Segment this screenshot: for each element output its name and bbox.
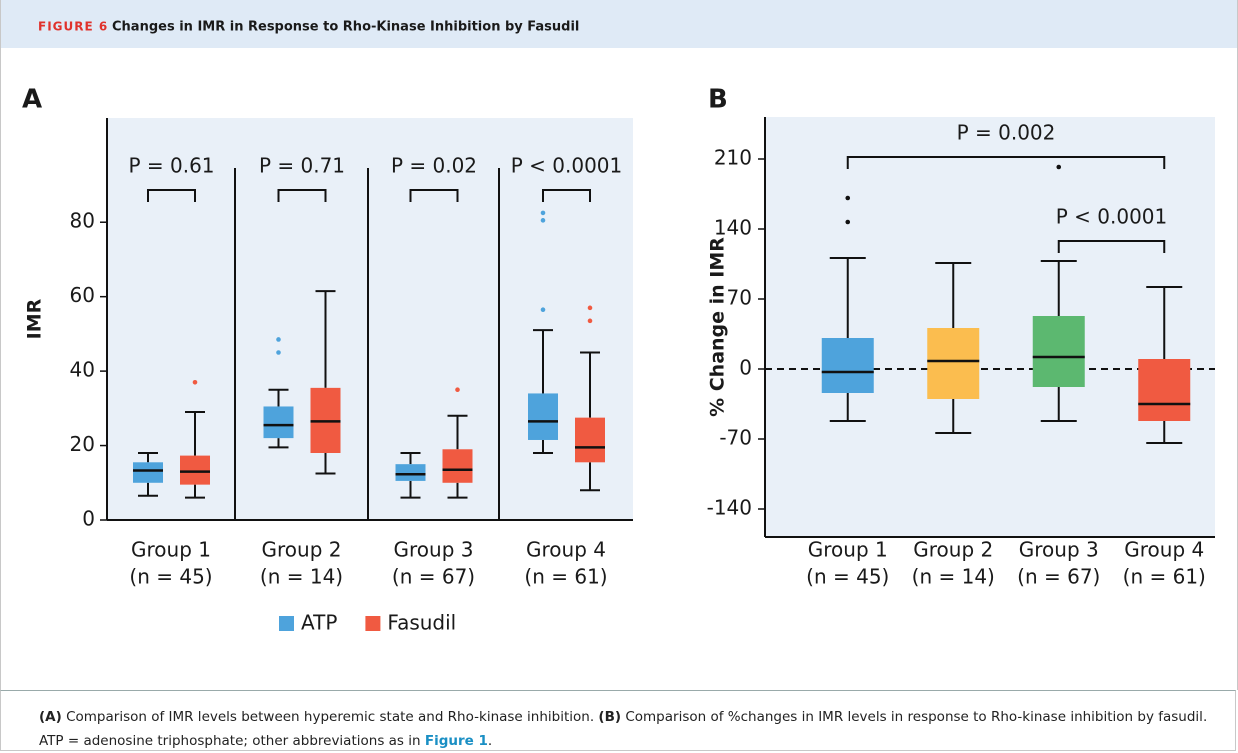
p-value: P = 0.002 [957, 121, 1056, 145]
box [263, 406, 294, 439]
caption-label: (A) [39, 709, 62, 725]
legend-swatch [365, 616, 381, 631]
figure-label: FIGURE 6 [38, 20, 108, 34]
box [927, 328, 980, 399]
x-tick-label: Group 2 [913, 538, 993, 562]
box [442, 449, 473, 483]
x-tick-label: Group 4 [526, 538, 606, 562]
outlier [540, 210, 546, 216]
panel-label: B [708, 85, 728, 115]
y-tick-label: 40 [70, 358, 95, 382]
x-tick-label: (n = 45) [129, 565, 212, 589]
bracket [277, 189, 327, 202]
bracket [409, 189, 459, 202]
x-tick-label: (n = 67) [392, 565, 475, 589]
outlier [455, 387, 460, 393]
bracket [542, 189, 591, 202]
y-tick-label: 140 [714, 216, 752, 240]
y-tick-label: 0 [739, 356, 752, 380]
legend-label: ATP [301, 611, 337, 635]
x-tick-label: (n = 14) [260, 565, 343, 589]
caption-text: Comparison of %changes in IMR levels in … [39, 709, 1208, 749]
legend-label: Fasudil [387, 611, 456, 635]
bracket [147, 189, 196, 202]
p-value: P = 0.61 [128, 154, 214, 178]
outlier [587, 305, 593, 311]
p-value: P = 0.71 [259, 154, 345, 178]
outlier [276, 350, 281, 355]
box [395, 464, 426, 481]
y-tick-label: 20 [70, 432, 95, 456]
box [528, 393, 558, 440]
p-value: P < 0.0001 [1056, 205, 1168, 229]
box [1032, 316, 1085, 387]
caption-label: (B) [598, 709, 622, 725]
box [575, 417, 605, 463]
box [133, 462, 163, 483]
x-tick-label: Group 1 [808, 538, 888, 562]
panel-label: A [22, 85, 42, 115]
plot-area [765, 117, 1215, 537]
caption-text: . [487, 733, 493, 749]
caption-link[interactable]: Figure 1 [424, 733, 488, 749]
box [1138, 359, 1191, 421]
y-tick-label: 70 [727, 286, 752, 310]
outlier [540, 218, 546, 223]
y-tick-label: -140 [707, 496, 752, 520]
outlier [276, 337, 281, 342]
x-tick-label: Group 4 [1124, 538, 1204, 562]
outlier [192, 379, 198, 385]
header-bar [0, 0, 1238, 48]
y-tick-label: 60 [70, 283, 95, 307]
x-tick-label: (n = 14) [912, 565, 995, 589]
y-axis-label: % Change in IMR [707, 237, 729, 417]
legend-swatch [279, 616, 294, 631]
figure-title: Changes in IMR in Response to Rho-Kinase… [112, 20, 579, 35]
y-tick-label: -70 [719, 426, 752, 450]
y-axis-label: IMR [24, 298, 46, 339]
caption-text: Comparison of IMR levels between hyperem… [61, 709, 599, 725]
x-tick-label: Group 2 [262, 538, 342, 562]
x-tick-label: Group 3 [394, 538, 474, 562]
x-tick-label: Group 1 [131, 538, 211, 562]
bracket [846, 156, 1166, 169]
x-tick-label: (n = 61) [1123, 565, 1206, 589]
x-tick-label: (n = 45) [806, 565, 889, 589]
outlier [540, 307, 546, 312]
outlier [1056, 164, 1062, 170]
bracket [1057, 240, 1166, 253]
x-tick-label: Group 3 [1019, 538, 1099, 562]
y-tick-label: 210 [714, 146, 752, 170]
box [180, 455, 210, 485]
caption: (A) Comparison of IMR levels between hyp… [0, 690, 1236, 751]
outlier [845, 219, 851, 225]
y-tick-label: 0 [82, 507, 95, 531]
outlier [845, 195, 851, 201]
figure: FIGURE 6 Changes in IMR in Response to R… [0, 0, 1238, 690]
p-value: P < 0.0001 [511, 154, 623, 178]
x-tick-label: (n = 61) [524, 565, 607, 589]
y-tick-label: 80 [70, 209, 95, 233]
x-tick-label: (n = 67) [1017, 565, 1100, 589]
box [821, 338, 874, 393]
outlier [587, 318, 593, 324]
p-value: P = 0.02 [391, 154, 477, 178]
